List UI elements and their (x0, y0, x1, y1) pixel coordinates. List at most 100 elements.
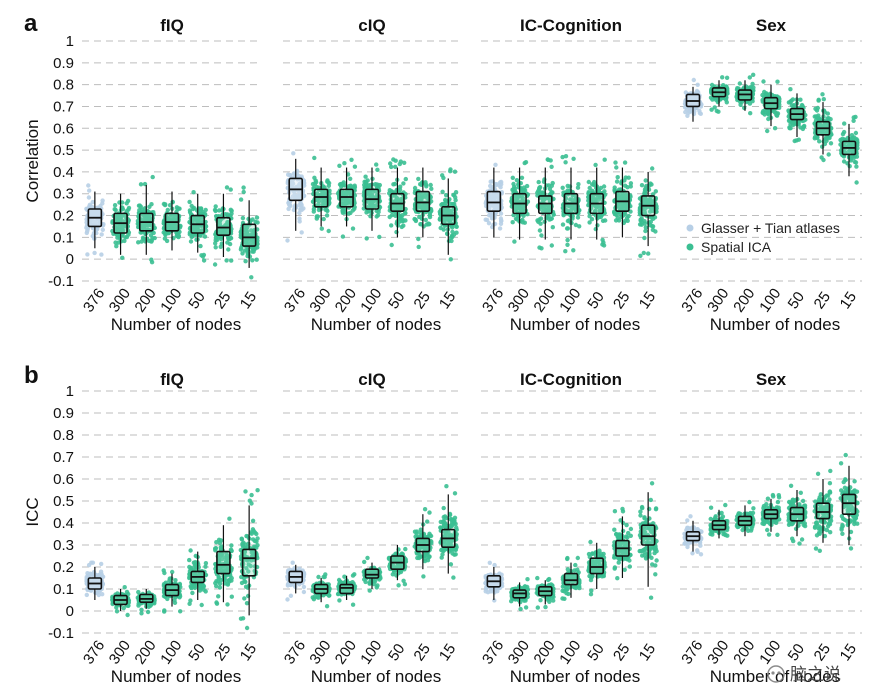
data-point (641, 250, 646, 256)
data-point (176, 233, 182, 239)
data-point (167, 203, 173, 208)
data-point (188, 548, 193, 553)
data-point (99, 232, 104, 237)
data-point (163, 202, 168, 207)
data-point (801, 124, 807, 129)
data-point (427, 221, 432, 227)
data-point (324, 213, 330, 218)
data-point (518, 600, 523, 605)
data-point (427, 531, 432, 536)
data-point (560, 222, 566, 227)
data-point (412, 185, 418, 191)
data-point (537, 245, 542, 250)
data-point (564, 226, 570, 231)
data-point (575, 185, 581, 190)
data-point (377, 234, 382, 240)
data-point (229, 543, 234, 548)
data-point (623, 218, 628, 223)
data-point (126, 207, 131, 212)
data-point (139, 239, 144, 244)
data-point (161, 230, 166, 235)
data-point (244, 625, 250, 631)
data-point (452, 491, 458, 496)
data-point (628, 181, 634, 186)
data-point (350, 580, 355, 585)
data-point (523, 598, 528, 603)
data-point (444, 484, 449, 489)
data-point (571, 156, 576, 161)
data-point (224, 258, 229, 263)
data-point (312, 181, 318, 187)
data-point (761, 79, 766, 84)
data-point (851, 115, 856, 120)
data-point (772, 126, 778, 131)
data-point (141, 225, 146, 230)
data-point (448, 235, 454, 240)
data-point (695, 82, 700, 88)
data-point (571, 248, 576, 253)
data-point (440, 552, 445, 557)
data-point (229, 208, 234, 213)
data-point (412, 216, 417, 222)
data-point (212, 207, 218, 213)
data-point (250, 217, 255, 222)
data-point (453, 552, 458, 557)
data-point (198, 243, 203, 249)
data-point (538, 221, 543, 226)
data-point (190, 590, 195, 596)
data-point (218, 538, 224, 543)
data-point (422, 507, 428, 512)
data-point (195, 218, 200, 224)
data-point (145, 214, 150, 219)
data-point (252, 538, 258, 544)
data-point (249, 492, 254, 498)
data-point (99, 561, 104, 567)
data-point (249, 501, 254, 506)
data-point (291, 151, 296, 156)
data-point (573, 222, 579, 228)
data-point (623, 175, 628, 180)
data-point (448, 257, 453, 262)
data-point (417, 214, 422, 220)
data-point (84, 592, 90, 598)
data-point (646, 251, 651, 256)
data-point (452, 169, 458, 174)
data-point (565, 183, 570, 189)
data-point (492, 562, 497, 568)
data-point (87, 188, 92, 193)
data-point (86, 195, 92, 200)
data-point (766, 112, 771, 117)
data-point (114, 609, 120, 614)
data-point (788, 87, 793, 92)
data-point (148, 233, 154, 238)
data-point (187, 199, 192, 205)
data-point (100, 592, 105, 597)
data-point (348, 176, 353, 181)
data-point (245, 248, 250, 253)
data-point (118, 218, 123, 224)
data-point (373, 204, 378, 209)
data-point (297, 181, 302, 187)
data-point (148, 217, 153, 222)
data-point (301, 584, 307, 590)
data-point (774, 112, 779, 118)
data-point (387, 214, 392, 220)
data-point (288, 593, 294, 598)
data-point (122, 585, 127, 590)
data-point (243, 259, 248, 264)
data-point (401, 181, 406, 186)
data-point (747, 75, 752, 80)
data-point (213, 580, 218, 586)
data-point (816, 98, 821, 103)
data-point (823, 136, 828, 142)
data-point (240, 215, 246, 221)
data-point (737, 81, 742, 86)
data-point (172, 597, 177, 603)
data-point (497, 183, 502, 188)
data-point (239, 245, 244, 250)
data-point (792, 138, 797, 144)
data-point (187, 557, 192, 563)
data-point (350, 226, 356, 231)
data-point (798, 97, 803, 102)
